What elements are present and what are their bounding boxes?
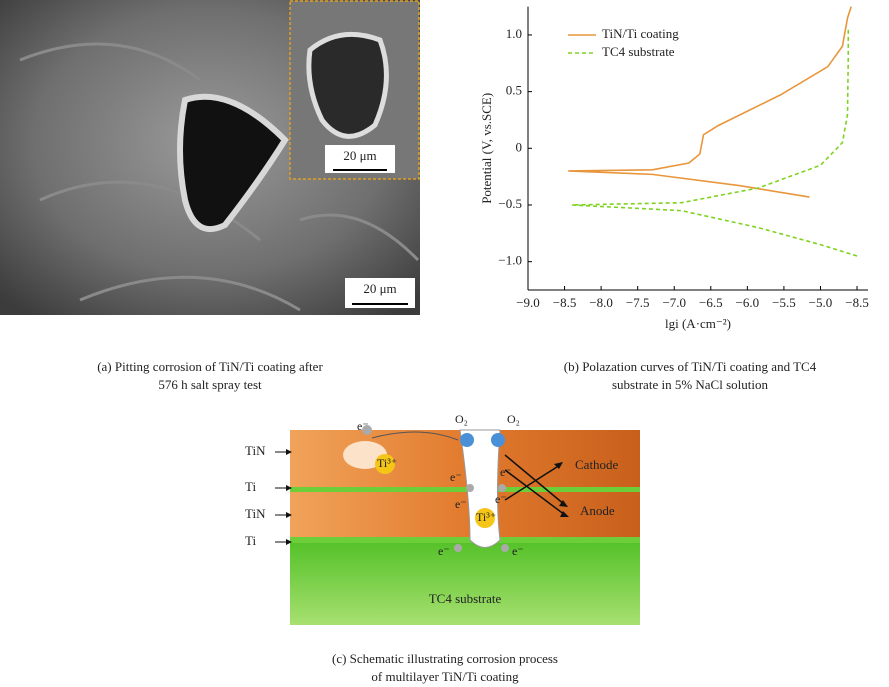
- pointer-head: [286, 512, 292, 518]
- y-axis-label: Potential (V, vs.SCE): [479, 93, 494, 204]
- layer-label: Ti: [245, 533, 256, 548]
- caption: 576 h salt spray test: [158, 377, 262, 392]
- ti-layer: [290, 487, 640, 492]
- substrate-label: TC4 substrate: [429, 591, 502, 606]
- x-tick-label: −7.0: [662, 295, 686, 310]
- anode-label: Anode: [580, 503, 615, 518]
- x-tick-label: −8.5: [845, 295, 869, 310]
- tin-layer: [290, 492, 640, 537]
- x-tick-label: −5.0: [809, 295, 833, 310]
- pit: [177, 93, 289, 232]
- particles: [362, 425, 509, 552]
- species: e⁻: [455, 497, 467, 511]
- ti-layer: [290, 537, 640, 543]
- layer-label: TiN: [245, 506, 266, 521]
- chart: 1.00.50−0.5−1.0−9.0 −8.5 −8.0 −7.5 −7.0 −6.5−…: [479, 6, 869, 331]
- legend-label: TC4 substrate: [602, 44, 675, 59]
- series-line: [568, 6, 852, 198]
- x-tick-label: −6.0: [736, 295, 760, 310]
- x-tick-label: −8.5: [553, 295, 577, 310]
- y-tick-label: −0.5: [498, 196, 522, 211]
- species: O₂: [455, 412, 468, 426]
- sem-texture: [19, 42, 420, 312]
- species: e⁻: [450, 470, 462, 484]
- caption: (b) Polazation curves of TiN/Ti coating …: [564, 359, 817, 374]
- caption: (a) Pitting corrosion of TiN/Ti coating …: [97, 359, 323, 374]
- species: O₂: [507, 412, 520, 426]
- x-axis-label: lgi (A·cm⁻²): [665, 316, 731, 331]
- layer-labels: TiN Ti TiN Ti: [245, 443, 292, 548]
- substrate: [290, 543, 640, 625]
- arrow: [504, 454, 566, 516]
- y-tick-label: 0.5: [506, 83, 522, 98]
- species: e⁻: [357, 419, 369, 433]
- arrow: [371, 431, 459, 441]
- scale-label: 20 μm: [343, 148, 376, 163]
- species: Ti³⁺: [377, 456, 397, 470]
- cathode-label: Cathode: [575, 457, 619, 472]
- y-tick-label: 0: [516, 139, 523, 154]
- species: Ti³⁺: [476, 510, 496, 524]
- x-tick-label: −5.5: [772, 295, 796, 310]
- caption: substrate in 5% NaCl solution: [612, 377, 768, 392]
- species: e⁻: [500, 465, 512, 479]
- legend-label: TiN/Ti coating: [602, 26, 679, 41]
- inset-pit: [306, 31, 389, 139]
- x-tick-label: −7.5: [626, 295, 650, 310]
- x-tick-label: −6.5: [699, 295, 723, 310]
- scale-label: 20 μm: [363, 281, 396, 296]
- arrow-heads: [554, 462, 569, 517]
- pointer-head: [286, 449, 292, 455]
- scale-box: [325, 145, 395, 173]
- pointer-head: [286, 539, 292, 545]
- layer-label: TiN: [245, 443, 266, 458]
- x-tick-label: −9.0: [516, 295, 540, 310]
- species: e⁻: [495, 492, 507, 506]
- caption: (c) Schematic illustrating corrosion pro…: [332, 651, 558, 666]
- species: e⁻: [438, 544, 450, 558]
- layer-label: Ti: [245, 479, 256, 494]
- species: e⁻: [512, 544, 524, 558]
- y-tick-label: −1.0: [498, 253, 522, 268]
- caption: of multilayer TiN/Ti coating: [371, 669, 519, 684]
- x-tick-label: −8.0: [589, 295, 613, 310]
- y-tick-label: 1.0: [506, 26, 522, 41]
- series-line: [571, 29, 858, 257]
- pointer-head: [286, 485, 292, 491]
